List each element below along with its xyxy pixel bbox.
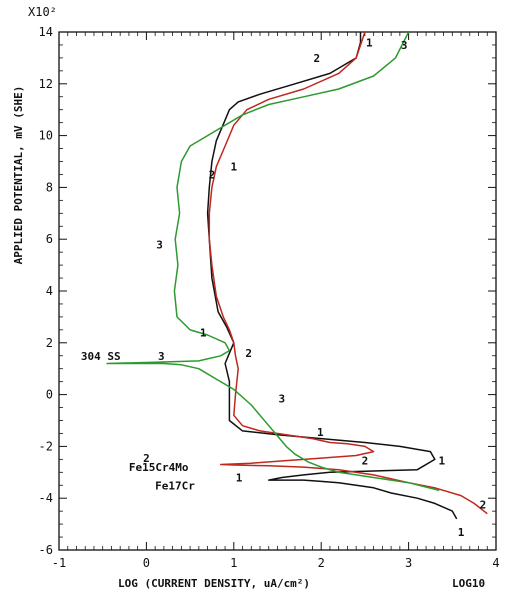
series-line-2 — [208, 31, 488, 515]
y-tick-label: 4 — [46, 284, 53, 298]
y-tick-label: 0 — [46, 388, 53, 402]
x-tick-label: 3 — [405, 556, 412, 570]
y-tick-label: 14 — [39, 25, 53, 39]
x-tick-label: 1 — [230, 556, 237, 570]
curve-label: 2 — [362, 455, 369, 468]
curve-label: 1 — [458, 526, 465, 539]
alloy-annotation: Fe15Cr4Mo — [129, 461, 189, 474]
curve-label: 1 — [230, 161, 237, 174]
alloy-annotation: Fe17Cr — [155, 479, 195, 492]
curve-label: 3 — [156, 238, 163, 251]
y-tick-label: -6 — [39, 543, 53, 557]
y-tick-label: -4 — [39, 491, 53, 505]
curve-label: 2 — [314, 52, 321, 65]
x-tick-label: 0 — [143, 556, 150, 570]
y-tick-label: 12 — [39, 77, 53, 91]
curve-label: 1 — [200, 326, 207, 339]
curve-label: 2 — [209, 168, 216, 181]
y-tick-label: 8 — [46, 180, 53, 194]
curve-label: 2 — [143, 452, 150, 465]
y-tick-label: 10 — [39, 129, 53, 143]
curve-label: 2 — [245, 347, 252, 360]
x-tick-label: 4 — [492, 556, 499, 570]
y-tick-label: -2 — [39, 439, 53, 453]
y-axis-multiplier: X10² — [28, 5, 57, 19]
plot-frame — [58, 31, 497, 551]
x-axis-title: LOG (CURRENT DENSITY, uA/cm²) — [118, 577, 310, 590]
curve-label: 3 — [158, 350, 165, 363]
y-tick-label: 6 — [46, 232, 53, 246]
series-line-3 — [106, 31, 440, 492]
y-axis-title: APPLIED POTENTIAL, mV (SHE) — [12, 86, 25, 265]
figure-code: LOG10 — [452, 577, 485, 590]
curve-label: 3 — [279, 392, 286, 405]
curve-label: 2 — [480, 499, 487, 512]
curve-label: 1 — [317, 426, 324, 439]
x-tick-label: 2 — [318, 556, 325, 570]
x-tick-label: -1 — [52, 556, 66, 570]
curve-label: 1 — [438, 455, 445, 468]
series-line-1 — [206, 32, 458, 520]
curve-label: 1 — [366, 36, 373, 49]
curve-label: 3 — [401, 39, 408, 52]
alloy-annotation: 304 SS — [81, 350, 121, 363]
curve-label: 1 — [236, 471, 243, 484]
y-tick-label: 2 — [46, 336, 53, 350]
